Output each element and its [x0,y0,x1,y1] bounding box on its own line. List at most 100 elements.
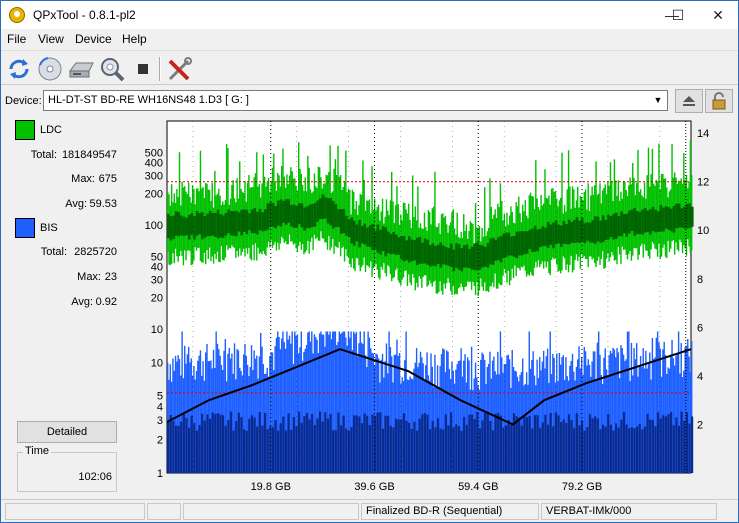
magnifier-icon[interactable] [98,55,126,83]
bis-dark-bar [376,412,379,473]
bis-dark-bar [405,420,408,473]
stop-icon[interactable] [129,55,157,83]
bis-bar [197,360,199,473]
bis-dark-bar [222,415,225,473]
bis-dark-bar [533,415,536,473]
bis-bar [300,331,303,473]
ldc-avg-bar [376,224,380,253]
ldc-color-swatch [15,120,35,140]
bis-bar [532,351,534,473]
ldc-avg-bar [169,216,173,241]
refresh-icon[interactable] [5,55,33,83]
bis-bar [675,355,677,473]
bis-bar [663,341,665,473]
bis-dark-bar [250,415,254,473]
ldc-avg-bar [258,208,262,231]
bis-bar [321,334,323,473]
menu-help[interactable]: Help [122,32,147,46]
bis-bar [295,335,297,473]
toolbar [1,50,738,85]
eject-button[interactable] [675,89,703,113]
menu-file[interactable]: File [7,32,27,46]
bis-dark-bar [350,426,353,473]
bis-dark-bar [633,428,636,473]
bis-bar [664,354,667,473]
bis-dark-bar [554,412,557,473]
bis-dark-bar [667,414,670,473]
bis-bar [679,373,681,473]
ldc-avg-bar [282,200,285,223]
ldc-avg-bar [418,236,422,264]
bis-dark-bar [408,422,411,473]
device-selected-value: HL-DT-ST BD-RE WH16NS48 1.D3 [ G: ] [48,94,249,106]
ldc-avg-bar [436,244,440,265]
bis-bar [649,352,651,473]
ldc-avg-bar [242,209,246,232]
bis-dark-bar [460,430,463,473]
ldc-max-bar [329,145,331,251]
bis-bar [339,333,342,473]
lock-button[interactable] [705,89,733,113]
minimize-button[interactable]: — [665,7,679,23]
ldc-avg-bar [601,215,605,243]
ldc-avg-bar [525,231,529,254]
ldc-max-bar [617,180,620,247]
ldc-max-bar [225,144,228,246]
title-bar[interactable]: QPxTool - 0.8.1-pl2 — ☐ ✕ [1,1,738,29]
bis-dark-bar [546,424,550,473]
ldc-max-bar [362,160,364,265]
bis-bar [442,348,444,473]
bis-dark-bar [575,413,578,473]
bis-dark-bar [465,424,468,473]
maximize-button[interactable]: ☐ [671,7,685,23]
status-cell-3 [183,503,359,520]
bis-dark-bar [481,420,484,473]
ldc-avg-bar [355,224,359,242]
bis-bar [294,331,296,473]
menu-device[interactable]: Device [75,32,112,46]
bis-bar [659,348,661,473]
bis-bar [389,347,392,473]
bis-bar [429,380,431,473]
bis-dark-bar [654,426,657,473]
ldc-avg-bar [680,208,684,228]
tools-icon[interactable] [166,55,194,83]
ldc-avg-bar [507,232,511,256]
ldc-max-bar [499,183,502,286]
bis-dark-bar [423,412,426,473]
toolbar-separator [159,57,161,81]
bis-bar [396,339,398,473]
ldc-avg-bar [408,236,411,263]
ldc-avg-bar [400,236,403,260]
bis-bar [270,352,272,473]
ldc-avg-bar [274,206,278,229]
ldc-avg-bar [565,223,568,245]
menu-view[interactable]: View [38,32,64,46]
bis-dark-bar [211,412,214,473]
bis-y-tick-label: 5 [157,391,163,403]
bis-bar [689,372,692,473]
ldc-y-tick-label: 500 [145,147,163,159]
ldc-avg-bar [539,228,542,248]
drive-icon[interactable] [67,55,95,83]
ldc-avg-bar [575,217,579,243]
ldc-avg-bar [384,227,388,257]
bis-dark-bar [368,425,371,473]
ldc-avg-bar [544,227,547,247]
x-tick-label: 19.8 GB [251,481,291,493]
speed-y-tick-label: 6 [697,322,703,334]
detailed-button[interactable]: Detailed [17,421,117,443]
ldc-avg-bar [659,204,663,232]
bis-bar [625,359,627,473]
bis-dark-bar [235,420,238,473]
ldc-avg-bar [182,216,186,236]
bis-bar [574,380,576,473]
close-button[interactable]: ✕ [712,7,724,23]
disc-scan-icon[interactable] [36,55,64,83]
device-select[interactable]: HL-DT-ST BD-RE WH16NS48 1.D3 [ G: ] ▼ [43,90,668,111]
ldc-max-bar [405,209,407,271]
bis-bar [354,333,356,473]
bis-bar [419,351,422,473]
bis-bar [628,331,630,473]
ldc-avg-bar [342,209,346,234]
